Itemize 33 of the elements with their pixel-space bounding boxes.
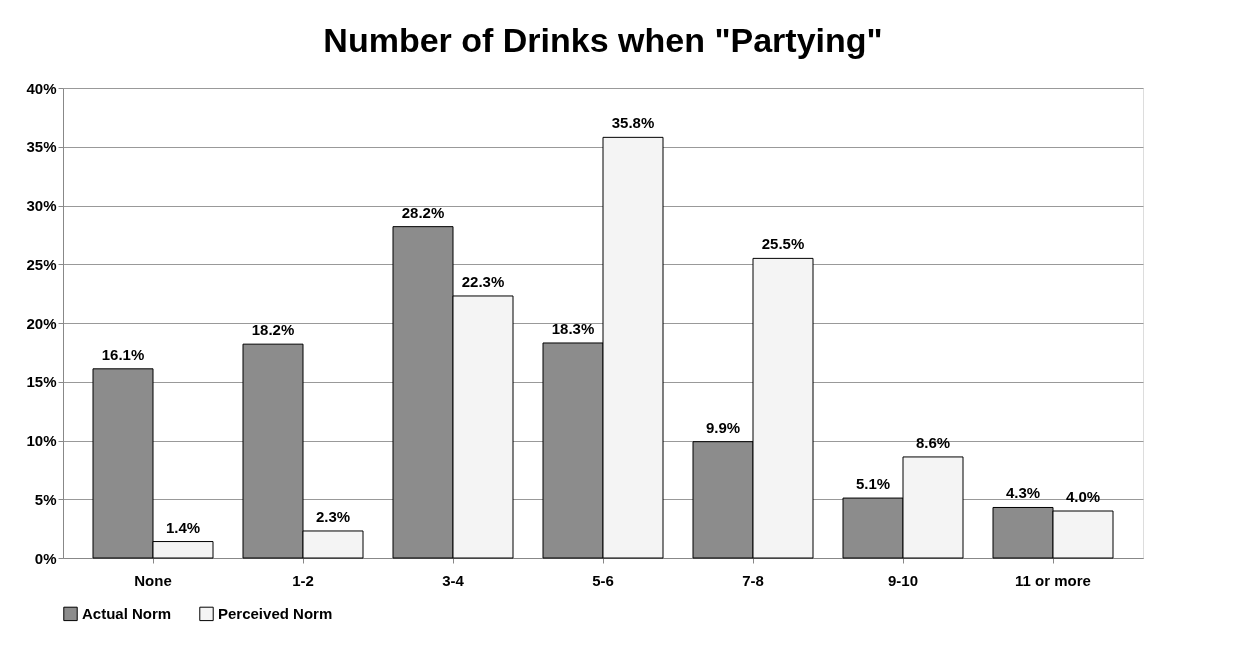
y-tick-label: 15% bbox=[26, 373, 57, 391]
y-tick-label: 25% bbox=[26, 255, 57, 273]
data-label: 16.1% bbox=[101, 345, 145, 363]
y-tick-label: 10% bbox=[26, 432, 57, 449]
data-label: 8.6% bbox=[915, 433, 951, 451]
y-tick-label: 30% bbox=[26, 197, 57, 214]
y-tick-label: 40% bbox=[26, 79, 57, 97]
x-tick-label: None bbox=[134, 571, 172, 589]
y-tick-label: 35% bbox=[26, 138, 57, 156]
x-tick-label: 5-6 bbox=[592, 571, 614, 589]
data-label: 4.0% bbox=[1065, 488, 1101, 505]
x-tick-label: 1-2 bbox=[292, 571, 314, 589]
data-label: 2.3% bbox=[315, 507, 351, 525]
data-label: 18.3% bbox=[551, 319, 595, 337]
data-label: 35.8% bbox=[611, 114, 655, 132]
data-label: 22.3% bbox=[461, 272, 505, 290]
x-tick-label: 9-10 bbox=[887, 571, 919, 589]
data-label: 28.2% bbox=[401, 203, 445, 221]
data-label: 9.9% bbox=[705, 418, 741, 436]
y-tick-label: 5% bbox=[34, 490, 57, 508]
data-label: 18.2% bbox=[251, 321, 295, 339]
legend-label: Perceived Norm bbox=[218, 604, 333, 622]
x-tick-label: 11 or more bbox=[1015, 571, 1091, 589]
data-label: 5.1% bbox=[855, 475, 891, 493]
chart-title: Number of Drinks when "Partying" bbox=[323, 21, 883, 59]
y-tick-label: 20% bbox=[26, 314, 57, 332]
data-label: 4.3% bbox=[1005, 484, 1041, 502]
x-tick-label: 7-8 bbox=[742, 571, 764, 589]
data-label: 25.5% bbox=[761, 235, 805, 253]
y-tick-label: 0% bbox=[34, 549, 57, 567]
data-label: 1.4% bbox=[165, 518, 201, 536]
legend-label: Actual Norm bbox=[82, 604, 172, 622]
x-tick-label: 3-4 bbox=[442, 571, 465, 589]
